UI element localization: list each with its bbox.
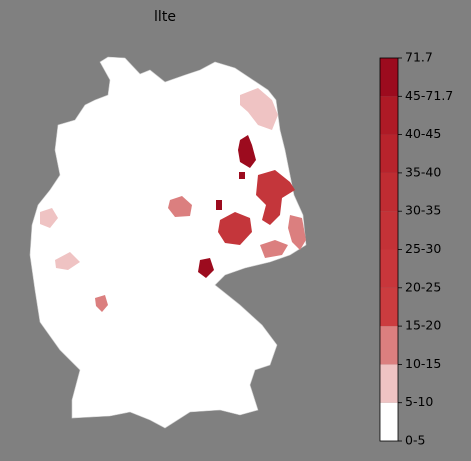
region xyxy=(256,170,295,225)
colorbar-label: 25-30 xyxy=(405,241,441,256)
region xyxy=(218,212,252,245)
region xyxy=(240,88,278,130)
colorbar-label: 5-10 xyxy=(405,394,433,409)
colorbar-segment xyxy=(380,249,398,288)
region xyxy=(216,200,222,210)
region xyxy=(95,295,108,312)
region xyxy=(55,252,80,270)
colorbar-segment xyxy=(380,364,398,403)
region xyxy=(239,172,245,179)
map-title: llte xyxy=(154,9,176,25)
colorbar-segment xyxy=(380,58,398,97)
colorbar-label: 30-35 xyxy=(405,203,441,218)
colorbar: 0-5 5-10 10-15 15-20 20-25 25-30 30-35 35-40 40-… xyxy=(379,50,453,448)
colorbar-segment xyxy=(380,134,398,173)
region xyxy=(288,215,306,250)
colorbar-label: 71.7 xyxy=(405,50,433,65)
colorbar-segment xyxy=(380,96,398,135)
colorbar-segment xyxy=(380,211,398,250)
colorbar-label: 45-71.7 xyxy=(405,88,453,103)
country-outline xyxy=(29,56,307,429)
region xyxy=(238,135,256,168)
region xyxy=(260,240,288,258)
germany-map xyxy=(29,56,307,429)
region xyxy=(198,258,214,278)
colorbar-label: 0-5 xyxy=(405,433,425,448)
colorbar-segment xyxy=(380,287,398,327)
colorbar-segment xyxy=(380,172,398,212)
colorbar-label: 40-45 xyxy=(405,126,441,141)
region xyxy=(40,208,58,228)
colorbar-label: 35-40 xyxy=(405,164,441,179)
colorbar-label: 15-20 xyxy=(405,318,441,333)
colorbar-label: 20-25 xyxy=(405,279,441,294)
colorbar-segment xyxy=(380,402,398,441)
region xyxy=(168,196,192,217)
colorbar-label: 10-15 xyxy=(405,356,441,371)
colorbar-segment xyxy=(380,326,398,365)
